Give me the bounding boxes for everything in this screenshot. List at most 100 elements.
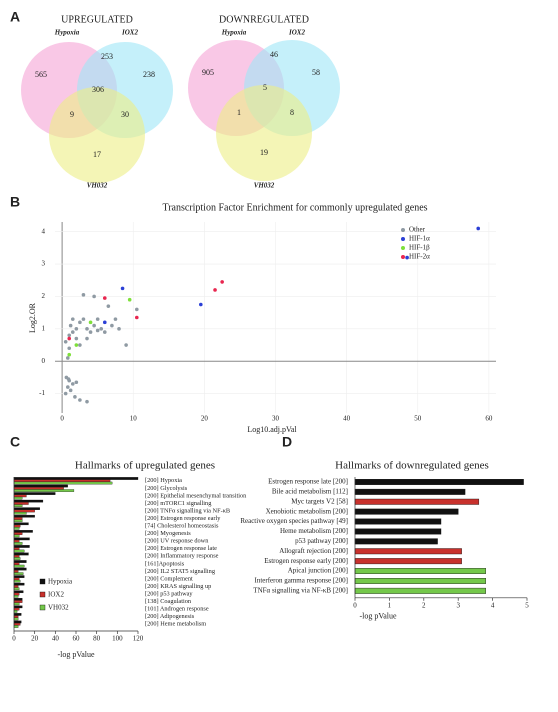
bar <box>13 481 113 485</box>
category-label: Myc targets V2 [58] <box>291 497 348 505</box>
category-label: TNFα signalling via NF-κB [200] <box>253 586 348 594</box>
bar <box>13 572 24 575</box>
panel-label: D <box>282 434 292 450</box>
bar <box>13 590 24 594</box>
scatter-point <box>63 339 68 344</box>
scatter-point <box>66 356 70 360</box>
category-label: [101] Androgen response <box>145 606 209 613</box>
x-axis-label: -log pValue <box>57 650 95 659</box>
scatter-point <box>127 297 132 302</box>
scatter-point <box>102 320 107 325</box>
bar <box>13 522 29 526</box>
x-tick-label: 5 <box>525 601 529 609</box>
x-tick-label: 3 <box>456 601 460 609</box>
x-tick-label: 4 <box>491 601 495 609</box>
category-label: Estrogen response early [200] <box>264 557 348 565</box>
chart-title: Transcription Factor Enrichment for comm… <box>162 202 427 213</box>
bar <box>13 597 23 601</box>
venn-count: 1 <box>237 108 241 117</box>
category-label: [200] Inflammatory response <box>145 553 219 560</box>
scatter-point <box>67 352 72 357</box>
venn-count: 8 <box>290 108 294 117</box>
venn-title: UPREGULATED <box>61 14 133 25</box>
category-label: [200] Hypoxia <box>145 477 182 484</box>
bar <box>13 622 21 626</box>
scatter-point <box>124 343 128 347</box>
bar <box>13 532 23 535</box>
y-tick-label: 2 <box>42 292 46 300</box>
scatter-point <box>85 399 89 404</box>
bar <box>354 488 466 495</box>
scatter-point <box>74 343 79 347</box>
category-label: [200] p53 pathway <box>145 590 193 597</box>
bar <box>13 502 29 505</box>
bar <box>13 487 64 490</box>
x-tick-label: 30 <box>272 415 280 423</box>
bar <box>354 558 462 565</box>
category-label: [200] Estrogen response late <box>145 545 217 552</box>
category-label: [200] Heme metabolism <box>145 621 206 628</box>
scatter-point <box>73 395 77 399</box>
venn-title: DOWNREGULATED <box>219 14 309 25</box>
venn-set-name: Hypoxia <box>221 29 247 37</box>
legend-label: HIF-1α <box>409 235 430 243</box>
x-tick-label: 0 <box>12 635 16 643</box>
x-tick-label: 20 <box>201 415 209 423</box>
bar <box>13 592 20 596</box>
bar <box>13 562 20 566</box>
scatter-point <box>68 388 73 393</box>
bar <box>354 508 459 515</box>
venn-set-name: IOX2 <box>121 29 138 37</box>
venn-set-name: VH032 <box>87 182 108 190</box>
scatter-point <box>66 385 70 389</box>
scatter-point <box>92 323 96 328</box>
x-tick-label: 60 <box>73 635 81 643</box>
category-label: Interferon gamma response [200] <box>255 577 349 585</box>
legend-swatch <box>39 591 46 598</box>
bar <box>354 538 438 545</box>
y-tick-label: 4 <box>42 227 46 235</box>
venn-set-name: Hypoxia <box>54 29 80 37</box>
x-tick-label: 20 <box>31 635 39 643</box>
bar <box>13 477 139 480</box>
category-label: [200] mTORC1 signalling <box>145 500 212 507</box>
chart-title: Hallmarks of downregulated genes <box>335 460 489 472</box>
scatter-point <box>220 280 224 284</box>
scatter-point <box>78 343 82 347</box>
bar <box>13 496 23 500</box>
x-tick-label: 100 <box>112 635 123 643</box>
legend-marker <box>401 246 405 250</box>
scatter-point <box>476 226 481 231</box>
bar <box>13 613 22 616</box>
venn-set-name: IOX2 <box>288 29 305 37</box>
bar <box>354 587 486 594</box>
scatter-point <box>88 320 93 325</box>
category-label: Allograft rejection [200] <box>279 547 348 555</box>
scatter-point <box>199 302 203 307</box>
bar <box>354 568 486 574</box>
bar <box>13 519 23 523</box>
scatter-point <box>81 293 86 297</box>
legend-swatch <box>39 578 46 585</box>
x-tick-label: 80 <box>93 635 101 643</box>
venn-count: 9 <box>70 110 74 119</box>
bar <box>13 602 20 606</box>
venn-circle <box>49 87 145 183</box>
x-tick-label: 10 <box>130 415 138 423</box>
x-tick-label: 60 <box>485 415 493 423</box>
bar <box>354 528 442 535</box>
scatter-point <box>78 320 82 325</box>
venn-set-name: VH032 <box>254 182 275 190</box>
bar <box>13 511 27 515</box>
x-tick-label: 1 <box>388 601 392 609</box>
bar <box>13 545 30 548</box>
bar <box>13 570 19 573</box>
bar <box>13 489 75 492</box>
category-label: [200] TNFα signalling via NF-κB <box>145 507 230 514</box>
scatter-point <box>106 304 111 308</box>
bar <box>13 595 19 598</box>
bar <box>354 498 480 505</box>
scatter-point <box>67 336 72 341</box>
venn-count: 238 <box>143 70 155 79</box>
